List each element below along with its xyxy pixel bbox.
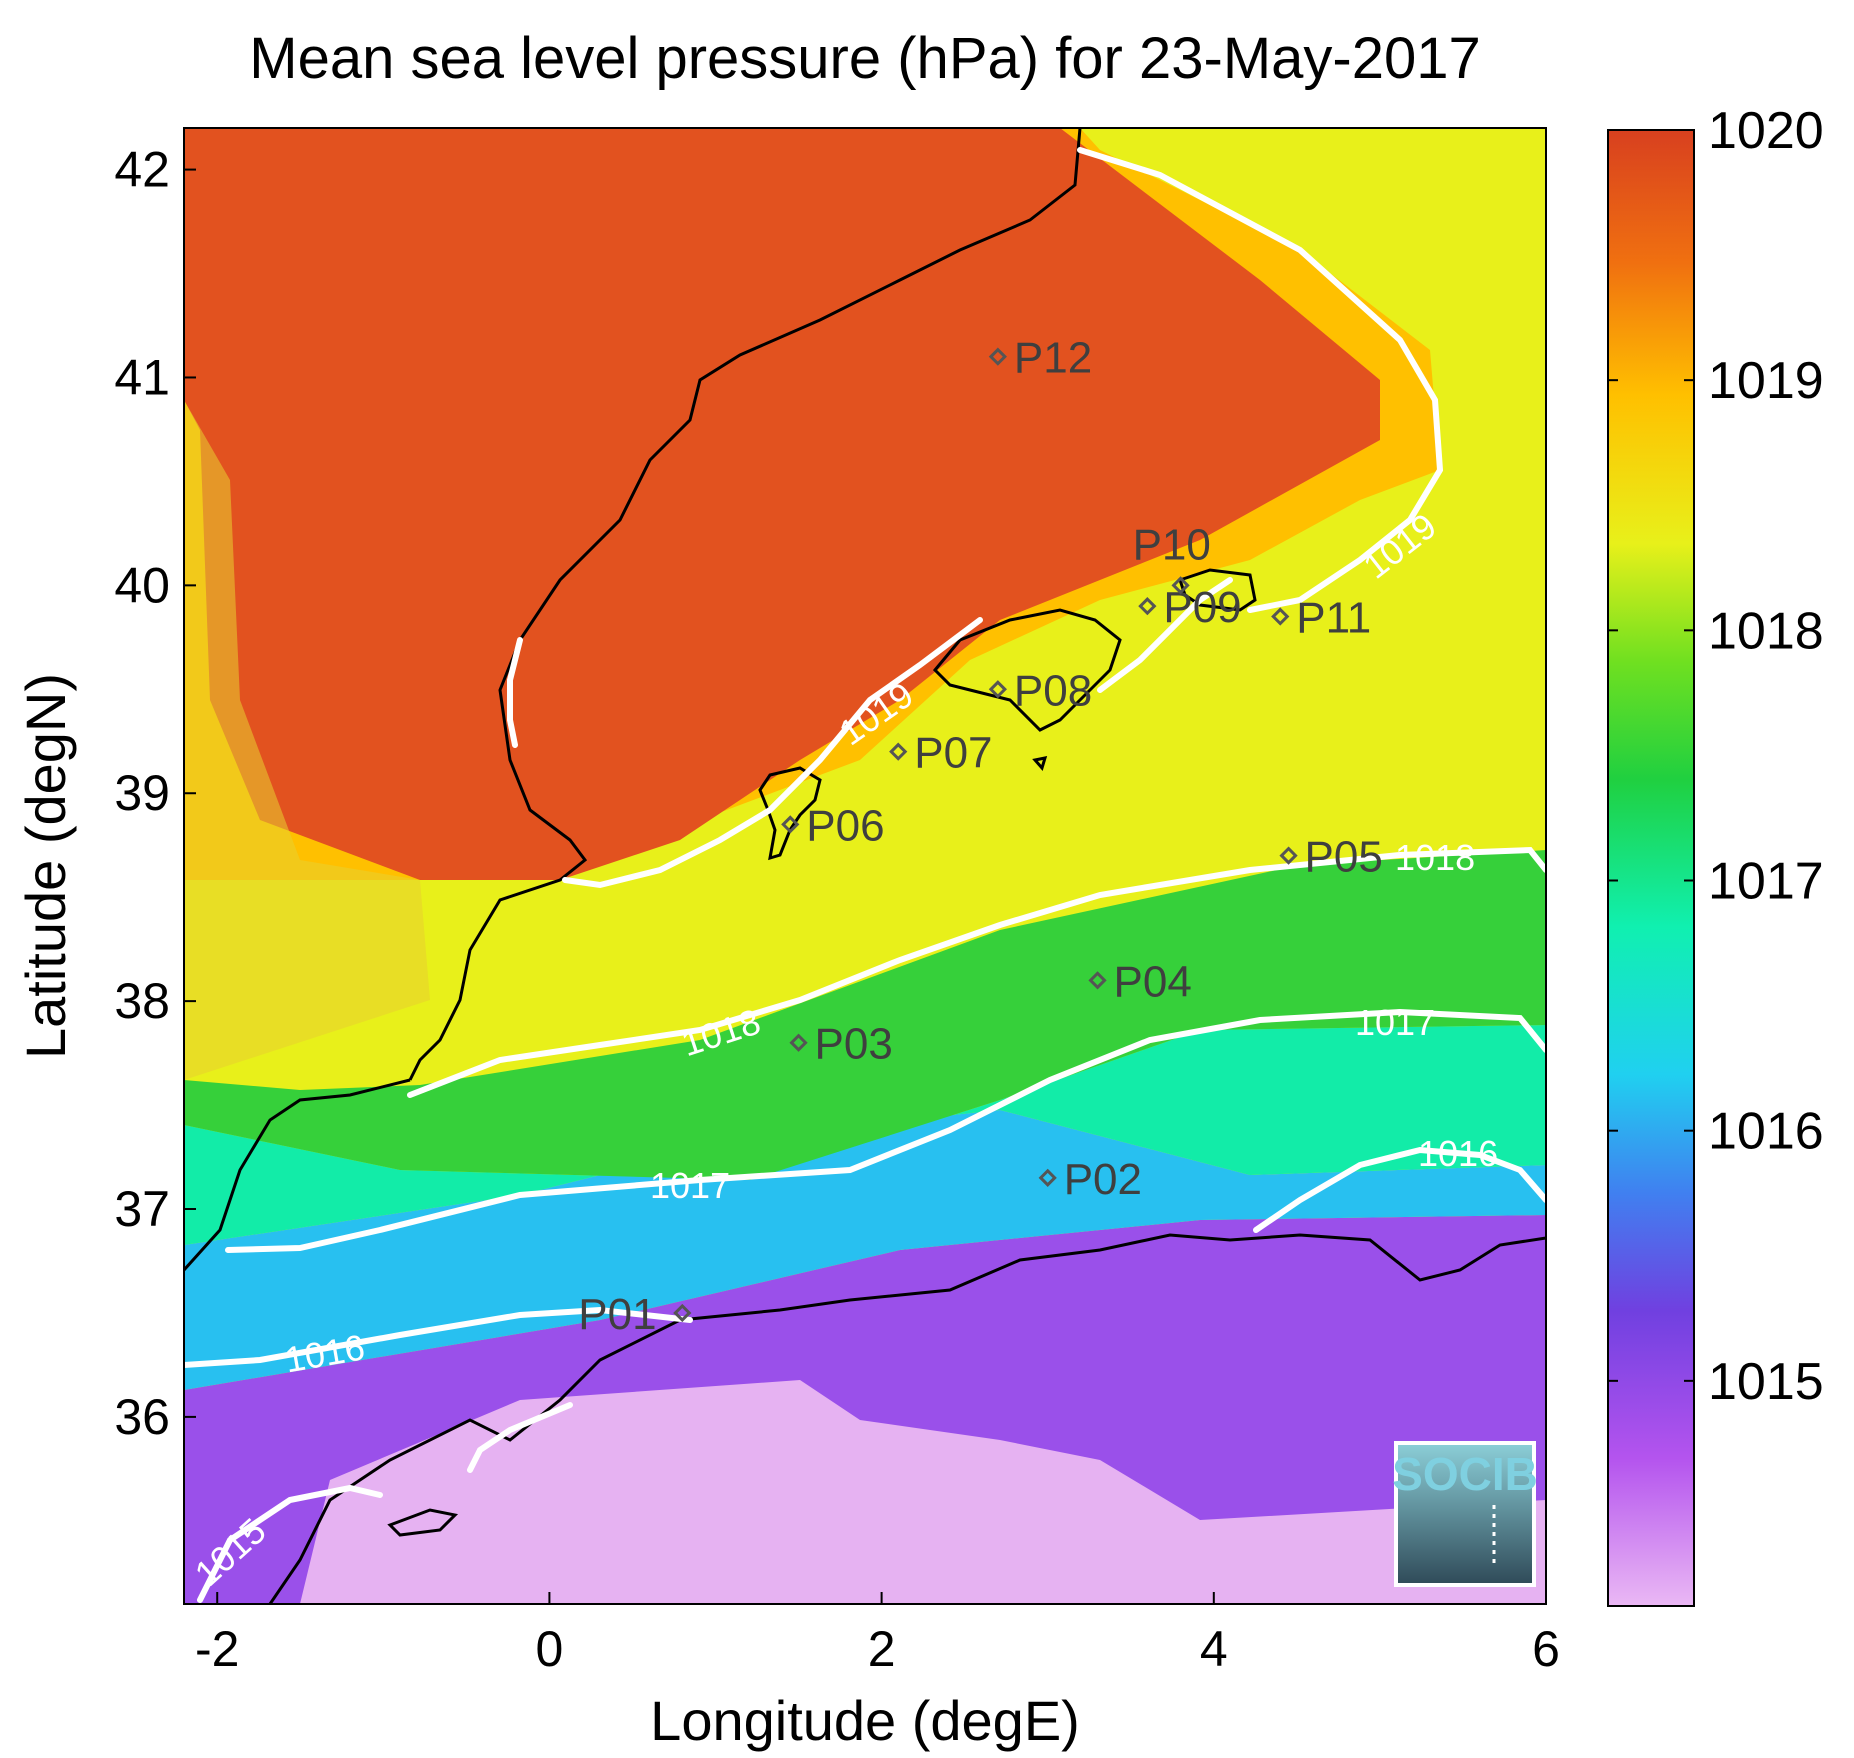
- x-tick-label: 6: [1532, 1621, 1560, 1677]
- colorbar-tick-label: 1018: [1708, 602, 1824, 660]
- y-axis-ticks: 36 37 38 39 40 41 42: [114, 142, 196, 1445]
- station-marker: [1271, 607, 1290, 626]
- colorbar-tick-label: 1016: [1708, 1103, 1824, 1161]
- contour-label-1017-east: 1017: [1355, 1002, 1435, 1043]
- station-label: P06: [806, 801, 884, 850]
- x-tick-label: 0: [536, 1621, 564, 1677]
- station-marker: [789, 1033, 808, 1052]
- field-band-1014: [300, 1380, 1546, 1604]
- socib-logo: SOCIB: [1392, 1441, 1538, 1587]
- field-band-1016: [184, 1110, 1546, 1390]
- coast-alboran: [387, 1508, 459, 1537]
- coast-africa: [268, 1233, 1546, 1604]
- y-axis-label: Latitude (degN): [14, 673, 77, 1059]
- station-marker: [889, 742, 908, 761]
- y-tick-label: 38: [114, 973, 170, 1029]
- station-label: P09: [1163, 583, 1241, 632]
- colorbar-tick-label: 1017: [1708, 853, 1824, 911]
- colorbar-gradient: [1607, 129, 1695, 1607]
- x-tick-label: 4: [1200, 1621, 1228, 1677]
- station-label: P02: [1064, 1155, 1142, 1204]
- station-label: P01: [578, 1290, 656, 1339]
- station-marker: [988, 347, 1008, 366]
- colorbar-tick-label: 1020: [1708, 102, 1824, 160]
- y-tick-label: 41: [114, 349, 170, 405]
- contour-1017: [225, 1008, 1546, 1253]
- field-band-1018: [184, 850, 1546, 1180]
- station-marker: [1138, 597, 1157, 616]
- y-tick-label: 42: [114, 142, 170, 198]
- station-label: P12: [1014, 334, 1092, 383]
- contour-label-1016-east: 1016: [1418, 1133, 1498, 1174]
- coast-mallorca: [932, 608, 1122, 732]
- contour-1018: [407, 846, 1546, 1098]
- station-label: P03: [815, 1020, 893, 1069]
- field-land-west: [184, 400, 430, 1080]
- contour-label-1018-east: 1018: [1395, 837, 1475, 878]
- y-tick-label: 37: [114, 1181, 170, 1237]
- station-markers: P01 P02 P03 P04 P05 P06 P07 P08 P09 P10 P11 P12: [578, 334, 1383, 1339]
- contour-1016: [184, 1146, 1546, 1368]
- station-label: P05: [1305, 833, 1383, 882]
- contour-1019: [507, 147, 1444, 889]
- station-marker: [1088, 971, 1107, 990]
- station-marker: [673, 1303, 692, 1323]
- station-marker: [1279, 846, 1298, 865]
- colorbar-ticks: 1015 1016 1017 1018 1019 1020: [1608, 102, 1824, 1411]
- station-marker: [781, 815, 800, 834]
- y-tick-label: 40: [114, 557, 170, 613]
- x-tick-label: -2: [195, 1621, 239, 1677]
- station-label: P04: [1114, 957, 1192, 1006]
- coast-cabrera: [1032, 756, 1048, 772]
- x-tick-label: 2: [868, 1621, 896, 1677]
- station-marker: [1171, 576, 1190, 595]
- coast-menorca: [1178, 568, 1257, 612]
- coast-iberia-south: [184, 1078, 411, 1272]
- field-band-1020: [184, 128, 1380, 880]
- station-label: P07: [914, 729, 992, 778]
- station-marker: [988, 680, 1008, 699]
- x-axis-label: Longitude (degE): [650, 1689, 1080, 1752]
- station-label: P11: [1296, 594, 1371, 643]
- y-tick-label: 36: [114, 1389, 170, 1445]
- x-axis-ticks: -2 0 2 4 6: [195, 1592, 1560, 1677]
- map-panel: 1015 1016 1016 1017 1017 1018 1018 1019 …: [184, 128, 1546, 1604]
- station-marker: [1038, 1168, 1057, 1187]
- colorbar: 1015 1016 1017 1018 1019 1020: [1607, 102, 1824, 1607]
- contour-1015: [197, 1402, 573, 1603]
- station-label: P10: [1133, 520, 1211, 569]
- colorbar-tick-label: 1019: [1708, 352, 1824, 410]
- y-tick-label: 39: [114, 765, 170, 821]
- socib-logo-text: SOCIB: [1392, 1448, 1538, 1500]
- figure-title: Mean sea level pressure (hPa) for 23-May…: [249, 26, 1480, 91]
- colorbar-tick-label: 1015: [1708, 1353, 1824, 1411]
- map-frame: [183, 127, 1547, 1605]
- station-label: P08: [1014, 666, 1092, 715]
- contour-lines: [184, 147, 1546, 1603]
- contour-label-1017-west: 1017: [650, 1165, 730, 1206]
